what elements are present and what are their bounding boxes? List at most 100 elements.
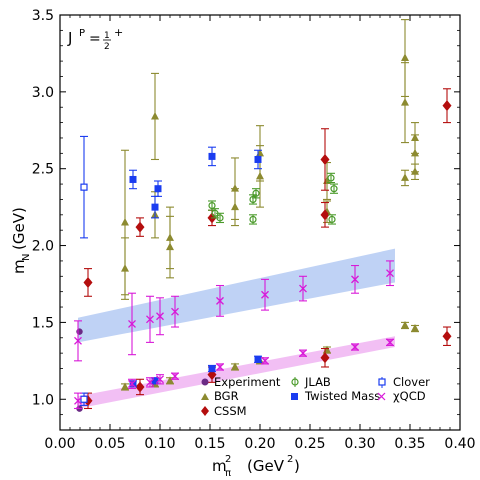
point-qcd (146, 295, 154, 343)
annot-sign: + (114, 26, 123, 39)
marker-bgr (411, 324, 419, 332)
marker-cssm (320, 209, 330, 221)
tick-labels: 0.00 0.05 0.10 0.15 0.20 0.25 0.30 0.35 0.40 1.0 1… (32, 8, 476, 452)
marker-bgr (401, 173, 409, 181)
marker-qcd (171, 372, 179, 381)
marker-twisted-mass (208, 152, 216, 160)
point-qcd (386, 338, 394, 347)
x-tick-label: 0.05 (94, 436, 125, 452)
point-jlab (216, 212, 224, 224)
marker-bgr (401, 320, 409, 329)
marker-bgr (411, 133, 419, 141)
point-qcd (171, 295, 179, 328)
point-twisted-mass (208, 364, 216, 373)
point-cssm (83, 268, 93, 297)
marker-cssm (320, 352, 330, 364)
marker-qcd (261, 290, 269, 299)
point-qcd (351, 343, 359, 351)
marker-jlab (216, 214, 224, 222)
x-tick-label: 0.00 (44, 436, 75, 452)
marker-experiment (76, 328, 83, 335)
point-qcd (146, 377, 154, 388)
marker-qcd (386, 269, 394, 278)
point-cssm (442, 326, 452, 347)
y-tick-label: 3.5 (32, 8, 54, 24)
xlabel-unit-close: ) (294, 457, 300, 475)
x-tick-label: 0.35 (394, 436, 425, 452)
marker-twisted-mass (129, 380, 137, 388)
marker-qcd (351, 275, 359, 284)
marker-qcd (146, 378, 154, 387)
marker-qcd (74, 396, 82, 405)
marker-jlab (249, 215, 257, 224)
point-bgr (401, 169, 409, 187)
legend-entry-twisted-mass: Twisted Mass (291, 389, 380, 403)
data-points (74, 19, 452, 412)
annot-base: J (67, 29, 72, 47)
marker-twisted-mass (254, 355, 262, 363)
point-qcd (156, 374, 164, 385)
point-jlab (330, 183, 338, 194)
x-tick-label: 0.40 (444, 436, 475, 452)
y-tick-label: 3.0 (32, 85, 54, 101)
legend-entry-bgr: BGR (201, 389, 239, 403)
ylabel-base: m (10, 259, 28, 274)
point-cssm (320, 128, 330, 191)
point-twisted-mass (129, 169, 137, 190)
point-bgr (256, 125, 264, 182)
y-axis-title: m N (GeV) (10, 207, 32, 274)
legend-label-chiqcd: χQCD (393, 389, 426, 403)
annot-frac-den: 2 (104, 42, 110, 52)
marker-qcd (171, 307, 179, 316)
legend-label-twisted-mass: Twisted Mass (304, 389, 380, 403)
marker-qcd (74, 336, 82, 345)
point-qcd (299, 275, 307, 302)
legend-marker-cssm (201, 406, 209, 416)
xlabel-unit: (GeV (247, 457, 285, 475)
point-clover (80, 135, 88, 239)
marker-bgr (121, 382, 129, 390)
annot-sup: P (79, 28, 85, 39)
legend-marker-twisted-mass (291, 393, 298, 400)
point-twisted-mass (208, 146, 216, 167)
point-bgr (121, 149, 129, 296)
marker-cssm (83, 276, 93, 288)
marker-jlab (327, 174, 335, 182)
legend-marker-experiment (201, 378, 209, 386)
point-qcd (216, 363, 224, 371)
point-qcd (156, 297, 164, 336)
marker-jlab (330, 185, 338, 193)
legend-entry-clover: Clover (378, 375, 430, 389)
ylabel-unit: (GeV) (10, 207, 28, 250)
marker-twisted-mass (129, 175, 137, 183)
legend-label-bgr: BGR (214, 389, 239, 403)
point-qcd (128, 378, 136, 390)
point-qcd (386, 260, 394, 287)
point-bgr (166, 206, 174, 270)
marker-cssm (135, 221, 145, 233)
marker-qcd (261, 356, 269, 365)
marker-qcd (299, 349, 307, 358)
point-qcd (351, 264, 359, 294)
point-qcd (74, 392, 82, 410)
x-tick-label: 0.20 (244, 436, 275, 452)
point-jlab (328, 214, 336, 225)
marker-jlab (249, 195, 257, 204)
marker-qcd (128, 379, 136, 388)
point-jlab (249, 214, 257, 225)
point-qcd (261, 356, 269, 365)
annot-frac-num: 1 (104, 31, 110, 41)
marker-bgr (121, 218, 129, 226)
legend-entry-cssm: CSSM (201, 404, 247, 418)
legend-marker-bgr (201, 393, 209, 400)
legend-label-clover: Clover (393, 375, 430, 389)
point-twisted-mass (154, 180, 162, 197)
marker-twisted-mass (254, 155, 262, 163)
point-jlab (252, 188, 260, 199)
spin-parity-annotation: J P = 1 2 + (67, 26, 123, 52)
marker-qcd (156, 312, 164, 321)
point-twisted-mass (254, 149, 262, 170)
legend-label-cssm: CSSM (214, 404, 247, 418)
legend-marker-jlab (291, 378, 299, 386)
